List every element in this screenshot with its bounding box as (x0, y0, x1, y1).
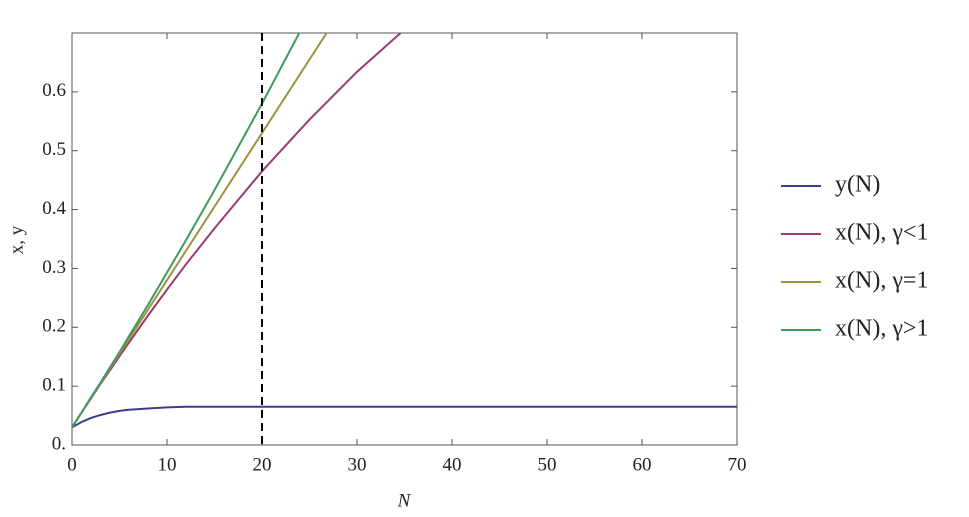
y-tick-label: 0.5 (42, 139, 66, 160)
x-tick-label: 40 (443, 454, 462, 475)
x-tick-label: 0 (67, 454, 77, 475)
y-tick-label: 0. (52, 433, 66, 454)
line-series (72, 33, 301, 428)
y-tick-label: 0.3 (42, 257, 66, 278)
y-tick-label: 0.2 (42, 316, 66, 337)
x-tick-label: 10 (158, 454, 177, 475)
line-series (72, 33, 403, 428)
plot-frame (71, 32, 738, 446)
x-tick-label: 50 (538, 454, 557, 475)
legend-label: y(N) (835, 172, 880, 198)
x-tick-label: 60 (633, 454, 652, 475)
line-series (72, 405, 737, 429)
x-axis-label: N (397, 490, 412, 511)
legend-label: x(N), γ>1 (835, 316, 928, 342)
legend-label: x(N), γ<1 (835, 220, 928, 246)
legend-label: x(N), γ=1 (835, 268, 928, 294)
y-tick-label: 0.1 (42, 375, 66, 396)
x-tick-label: 30 (348, 454, 367, 475)
x-tick-label: 70 (728, 454, 747, 475)
y-tick-label: 0.4 (42, 198, 66, 219)
plot-area (72, 33, 737, 429)
x-tick-label: 20 (253, 454, 272, 475)
y-axis-label: x, y (6, 225, 27, 254)
y-tick-label: 0.6 (42, 80, 66, 101)
